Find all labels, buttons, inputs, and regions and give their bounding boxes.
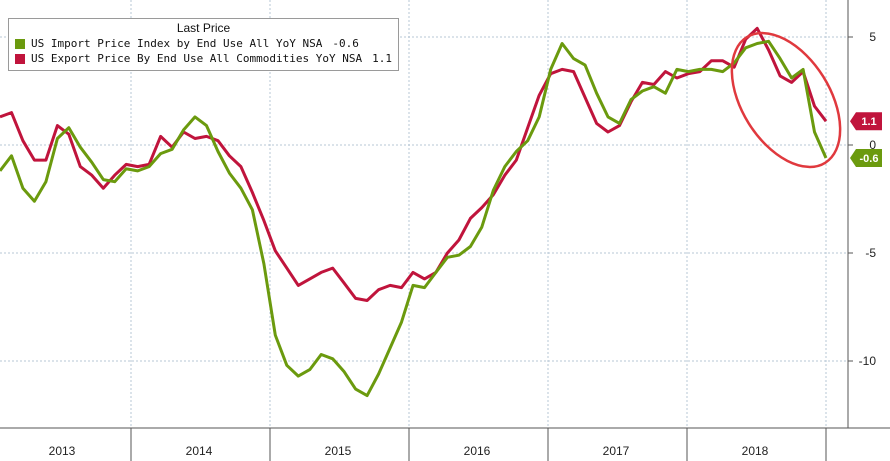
- legend-item-import: US Import Price Index by End Use All YoY…: [15, 36, 392, 51]
- legend-swatch-export: [15, 53, 25, 64]
- value-labels: -0.6 1.1: [850, 112, 882, 167]
- legend-value-export: 1.1: [372, 52, 393, 65]
- x-tick-label: 2017: [603, 444, 630, 458]
- y-tick-label: 0: [869, 138, 876, 152]
- export-last-value-tag: 1.1: [850, 112, 882, 131]
- series: [0, 26, 828, 398]
- annotations: [730, 31, 842, 169]
- import-last-value-tag: -0.6: [850, 148, 882, 167]
- legend: Last Price US Import Price Index by End …: [8, 18, 400, 71]
- legend-label-import: US Import Price Index by End Use All YoY…: [31, 37, 323, 50]
- x-tick-label: 2016: [464, 444, 491, 458]
- y-tick-label: 5: [869, 30, 876, 44]
- x-tick-label: 2013: [49, 444, 76, 458]
- x-tick-label: 2014: [186, 444, 213, 458]
- y-tick-label: -10: [859, 354, 877, 368]
- legend-swatch-import: [15, 38, 25, 49]
- legend-value-import: -0.6: [332, 37, 359, 50]
- legend-label-export: US Export Price By End Use All Commoditi…: [31, 52, 363, 65]
- value-tag-label: -0.6: [860, 153, 879, 165]
- legend-item-export: US Export Price By End Use All Commoditi…: [15, 51, 392, 66]
- value-tag-label: 1.1: [861, 116, 876, 128]
- x-tick-label: 2018: [742, 444, 769, 458]
- y-tick-label: -5: [865, 246, 876, 260]
- value-tag-shape: [850, 148, 882, 167]
- x-tick-label: 2015: [325, 444, 352, 458]
- legend-title: Last Price: [176, 21, 231, 35]
- import-series-line: [0, 39, 828, 398]
- highlight-ellipse: [730, 31, 842, 169]
- value-tag-shape: [850, 112, 882, 131]
